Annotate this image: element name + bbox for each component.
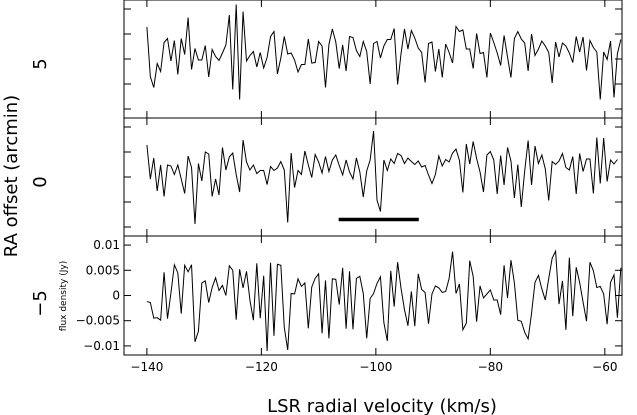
spectrum-traces xyxy=(146,4,622,351)
x-tick-label: −120 xyxy=(245,360,278,374)
spectrum-line-2 xyxy=(146,130,618,225)
offset-label-2: 0 xyxy=(30,176,51,187)
x-tick-label: −80 xyxy=(478,360,503,374)
x-tick-label: −140 xyxy=(130,360,163,374)
offset-labels: 5 0 −5 xyxy=(30,58,51,317)
x-tick-label: −100 xyxy=(359,360,392,374)
x-tick-label: −60 xyxy=(592,360,617,374)
y-tick-label: −0.01 xyxy=(83,339,120,353)
panel-frame-3 xyxy=(123,235,623,356)
axis-ticks xyxy=(124,0,622,355)
panel-frame-1 xyxy=(123,0,623,119)
x-axis-label: LSR radial velocity (km/s) xyxy=(267,396,497,415)
tick-labels: 0.01 0.005 0 −0.005 −0.01 −140 −120 −100 −80 −60 xyxy=(76,238,618,374)
axis-labels: LSR radial velocity (km/s) RA offset (ar… xyxy=(1,95,497,415)
spectrum-line-1 xyxy=(146,4,622,100)
y-tick-label: −0.005 xyxy=(76,314,120,328)
outer-y-axis-label: RA offset (arcmin) xyxy=(1,95,22,257)
spectrum-line-3 xyxy=(146,249,622,351)
y-tick-label: 0.005 xyxy=(86,263,120,277)
y-axis-label: flux density (Jy) xyxy=(59,261,69,331)
offset-label-1: 5 xyxy=(30,58,51,69)
offset-label-3: −5 xyxy=(30,290,51,317)
y-tick-label: 0.01 xyxy=(93,238,120,252)
y-tick-label: 0 xyxy=(112,289,120,303)
